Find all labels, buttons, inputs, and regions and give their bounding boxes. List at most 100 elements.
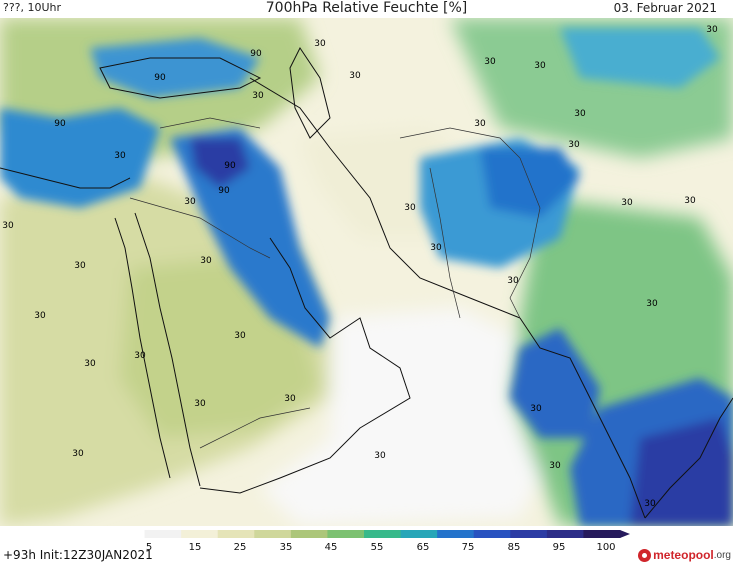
contour-label: 30	[252, 91, 264, 101]
forecast-date: 03. Februar 2021	[613, 1, 717, 15]
coastline-iran	[249, 77, 521, 319]
humidity-area-north-east	[560, 28, 720, 88]
coastline-india	[519, 317, 646, 519]
border-pakistan-india	[509, 157, 541, 319]
contour-label: 30	[507, 276, 519, 286]
humidity-area-turkey	[90, 38, 260, 98]
colorbar-arrow	[620, 530, 630, 538]
contour-label: 30	[684, 196, 696, 206]
colorbar-tick-label: 45	[325, 542, 338, 553]
contour-label: 30	[574, 109, 586, 119]
contour-label: 30	[134, 351, 146, 361]
contour-label: 90	[224, 161, 236, 171]
contour-label: 30	[706, 25, 718, 35]
coastlines	[0, 47, 733, 519]
contour-label: 30	[200, 256, 212, 266]
coastline-gulf	[199, 237, 411, 494]
contour-label: 30	[484, 57, 496, 67]
coastline-black-sea	[99, 57, 262, 99]
meteopool-logo[interactable]: meteopool .org	[638, 545, 731, 565]
colorbar-block	[144, 530, 182, 538]
colorbar-block	[437, 530, 475, 538]
colorbar-block	[546, 530, 584, 538]
colorbar-tick-label: 85	[508, 542, 521, 553]
humidity-field	[0, 18, 733, 526]
border-afghanistan	[399, 127, 521, 159]
contour-label: 30	[194, 399, 206, 409]
humidity-area-dry-south	[260, 308, 560, 526]
contour-label: 30	[2, 221, 14, 231]
colorbar: 5 15 25 35 45 55 65 75 85 95 100	[108, 530, 630, 553]
colorbar-tick-label: 25	[234, 542, 247, 553]
contour-label: 90	[218, 186, 230, 196]
contour-label: 90	[54, 119, 66, 129]
humidity-map: 90 90 90 90 90 30 30 30 30 30 30 30 30 3…	[0, 18, 733, 526]
contour-label: 30	[646, 299, 658, 309]
border-saudi-north	[129, 197, 271, 259]
colorbar-tick-label: 95	[553, 542, 566, 553]
contour-labels: 90 90 90 90 90 30 30 30 30 30 30 30 30 3…	[2, 25, 718, 509]
contour-label: 90	[250, 49, 262, 59]
humidity-area-iraq-band	[170, 128, 330, 348]
colorbar-block	[108, 530, 146, 538]
logo-tld: .org	[713, 549, 731, 561]
humidity-area-iraq-core	[190, 138, 250, 188]
contour-label: 30	[314, 39, 326, 49]
contour-label: 30	[404, 203, 416, 213]
colorbar-tick-label: 35	[280, 542, 293, 553]
colorbar-block	[217, 530, 255, 538]
contour-label: 30	[474, 119, 486, 129]
coastline-india-east	[644, 397, 733, 519]
humidity-area-bay-of-bengal-core	[630, 418, 733, 526]
contour-label: 30	[72, 449, 84, 459]
colorbar-tick-label: 5	[146, 542, 152, 553]
contour-label: 90	[154, 73, 166, 83]
colorbar-tick-label: 75	[462, 542, 475, 553]
colorbar-block	[327, 530, 365, 538]
colorbar-block	[290, 530, 328, 538]
humidity-area-arabian-sea	[510, 328, 600, 438]
colorbar-block	[473, 530, 511, 538]
logo-mark-icon	[638, 548, 652, 562]
colorbar-block	[181, 530, 219, 538]
contour-label: 30	[34, 311, 46, 321]
coastline-caspian	[289, 47, 331, 139]
border-iran-pakistan	[429, 167, 461, 319]
contour-label: 30	[530, 404, 542, 414]
colorbar-tick-label: 55	[371, 542, 384, 553]
contour-label: 30	[84, 359, 96, 369]
contour-label: 30	[74, 261, 86, 271]
colorbar-block	[400, 530, 438, 538]
country-borders	[129, 117, 541, 449]
contour-label: 30	[621, 198, 633, 208]
contour-label: 30	[349, 71, 361, 81]
contour-label: 30	[234, 331, 246, 341]
contour-label: 30	[534, 61, 546, 71]
border-turkey	[159, 117, 261, 129]
colorbar-block	[254, 530, 292, 538]
contour-label: 30	[184, 197, 196, 207]
border-yemen	[199, 407, 311, 449]
logo-name: meteopool	[653, 548, 714, 562]
contour-label: 30	[114, 151, 126, 161]
colorbar-block	[510, 530, 548, 538]
init-time-label: +93h Init:12Z30JAN2021	[3, 548, 153, 562]
coastline-red-sea-east	[134, 212, 201, 487]
colorbar-tick-label: 15	[189, 542, 202, 553]
coastline-mediterranean	[0, 167, 131, 189]
contour-label: 30	[644, 499, 656, 509]
colorbar-block	[583, 530, 621, 538]
map-title: 700hPa Relative Feuchte [%]	[265, 0, 468, 16]
forecast-time-label: ???, 10Uhr	[3, 1, 62, 14]
colorbar-ticks: 5 15 25 35 45 55 65 75 85 95 100	[146, 542, 616, 553]
colorbar-tick-label: 100	[596, 542, 615, 553]
contour-label: 30	[568, 140, 580, 150]
contour-label: 30	[284, 394, 296, 404]
colorbar-block	[364, 530, 402, 538]
colorbar-tick-label: 65	[417, 542, 430, 553]
colorbar-blocks	[108, 530, 630, 538]
contour-label: 30	[374, 451, 386, 461]
contour-label: 30	[549, 461, 561, 471]
coastline-red-sea	[114, 217, 171, 479]
contour-label: 30	[430, 243, 442, 253]
